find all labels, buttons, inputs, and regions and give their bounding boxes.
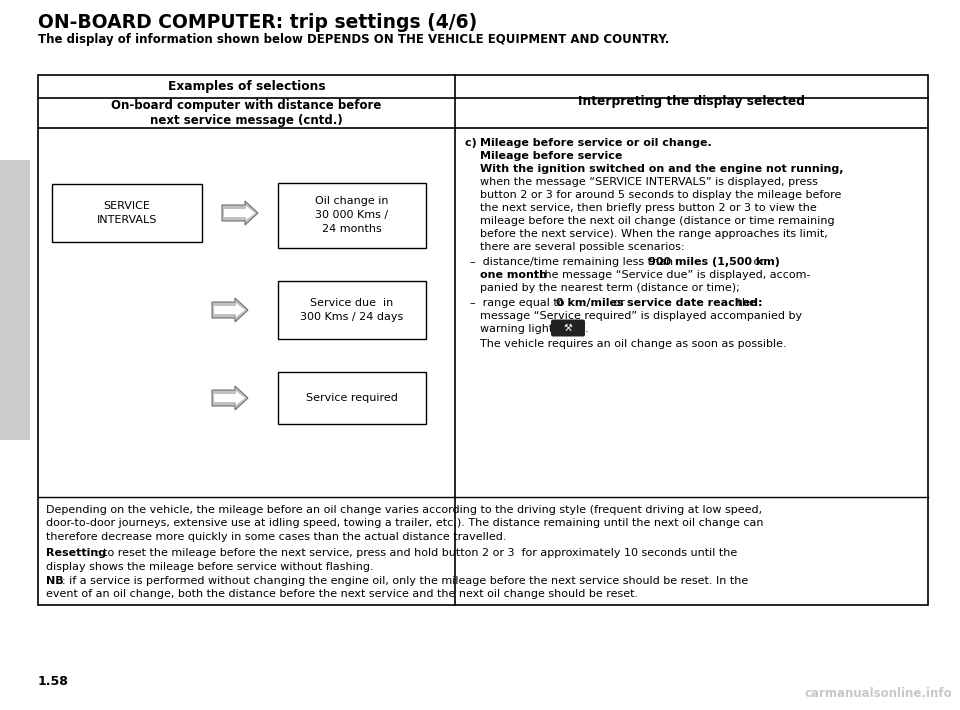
Text: Oil change in
30 000 Kms /
24 months: Oil change in 30 000 Kms / 24 months <box>315 196 389 234</box>
Text: ON-BOARD COMPUTER: trip settings (4/6): ON-BOARD COMPUTER: trip settings (4/6) <box>38 13 477 32</box>
Bar <box>38 75 928 605</box>
Text: Resetting: Resetting <box>46 549 107 559</box>
Bar <box>278 372 426 424</box>
Text: ⚒: ⚒ <box>564 323 572 333</box>
Text: : the message “Service due” is displayed, accom-: : the message “Service due” is displayed… <box>533 270 810 280</box>
Text: 900 miles (1,500 km): 900 miles (1,500 km) <box>648 257 780 267</box>
Text: or: or <box>750 257 765 267</box>
Text: –  distance/time remaining less than: – distance/time remaining less than <box>470 257 677 267</box>
Text: therefore decrease more quickly in some cases than the actual distance travelled: therefore decrease more quickly in some … <box>46 532 507 542</box>
FancyArrow shape <box>212 386 248 410</box>
Text: With the ignition switched on and the engine not running,: With the ignition switched on and the en… <box>480 164 844 174</box>
Bar <box>278 281 426 339</box>
Text: Mileage before service or oil change.: Mileage before service or oil change. <box>480 138 711 148</box>
Text: The display of information shown below DEPENDS ON THE VEHICLE EQUIPMENT AND COUN: The display of information shown below D… <box>38 33 669 46</box>
Text: or: or <box>610 298 629 308</box>
Text: when the message “SERVICE INTERVALS” is displayed, press: when the message “SERVICE INTERVALS” is … <box>480 177 818 187</box>
Bar <box>52 184 202 242</box>
Text: door-to-door journeys, extensive use at idling speed, towing a trailer, etc.). T: door-to-door journeys, extensive use at … <box>46 518 763 528</box>
Text: service date reached:: service date reached: <box>627 298 762 308</box>
Text: Service due  in
300 Kms / 24 days: Service due in 300 Kms / 24 days <box>300 298 403 322</box>
Text: one month: one month <box>480 270 547 280</box>
FancyArrow shape <box>214 391 245 405</box>
Text: carmanualsonline.info: carmanualsonline.info <box>804 687 952 700</box>
Text: 0 km/miles: 0 km/miles <box>556 298 624 308</box>
Text: the next service, then briefly press button 2 or 3 to view the: the next service, then briefly press but… <box>480 203 817 213</box>
Text: c): c) <box>465 138 481 148</box>
Text: The vehicle requires an oil change as soon as possible.: The vehicle requires an oil change as so… <box>480 339 786 349</box>
Text: SERVICE
INTERVALS: SERVICE INTERVALS <box>97 202 157 224</box>
Text: display shows the mileage before service without flashing.: display shows the mileage before service… <box>46 562 373 572</box>
Text: message “Service required” is displayed accompanied by: message “Service required” is displayed … <box>480 311 803 321</box>
Bar <box>278 182 426 248</box>
Text: : to reset the mileage before the next service, press and hold button 2 or 3  fo: : to reset the mileage before the next s… <box>96 549 737 559</box>
Text: button 2 or 3 for around 5 seconds to display the mileage before: button 2 or 3 for around 5 seconds to di… <box>480 190 841 200</box>
Bar <box>0 160 30 440</box>
Text: Service required: Service required <box>306 393 398 403</box>
Text: : if a service is performed without changing the engine oil, only the mileage be: : if a service is performed without chan… <box>62 576 748 586</box>
Text: Examples of selections: Examples of selections <box>168 80 325 93</box>
Text: there are several possible scenarios:: there are several possible scenarios: <box>480 242 684 252</box>
Text: NB: NB <box>46 576 63 586</box>
Text: event of an oil change, both the distance before the next service and the next o: event of an oil change, both the distanc… <box>46 589 638 599</box>
Text: mileage before the next oil change (distance or time remaining: mileage before the next oil change (dist… <box>480 216 834 226</box>
FancyArrow shape <box>214 303 245 317</box>
Text: .: . <box>585 324 588 334</box>
Text: the: the <box>734 298 756 308</box>
Text: Depending on the vehicle, the mileage before an oil change varies according to t: Depending on the vehicle, the mileage be… <box>46 505 762 515</box>
Text: 1.58: 1.58 <box>38 675 69 688</box>
Text: –  range equal to: – range equal to <box>470 298 568 308</box>
Text: On-board computer with distance before
next service message (cntd.): On-board computer with distance before n… <box>111 99 382 127</box>
FancyArrow shape <box>224 206 255 220</box>
Text: warning light: warning light <box>480 324 553 334</box>
FancyArrow shape <box>222 201 258 225</box>
Text: before the next service). When the range approaches its limit,: before the next service). When the range… <box>480 229 828 239</box>
Text: Interpreting the display selected: Interpreting the display selected <box>578 95 805 108</box>
Text: Mileage before service: Mileage before service <box>480 151 622 161</box>
Text: panied by the nearest term (distance or time);: panied by the nearest term (distance or … <box>480 283 740 293</box>
FancyArrow shape <box>212 298 248 322</box>
FancyBboxPatch shape <box>551 320 585 337</box>
